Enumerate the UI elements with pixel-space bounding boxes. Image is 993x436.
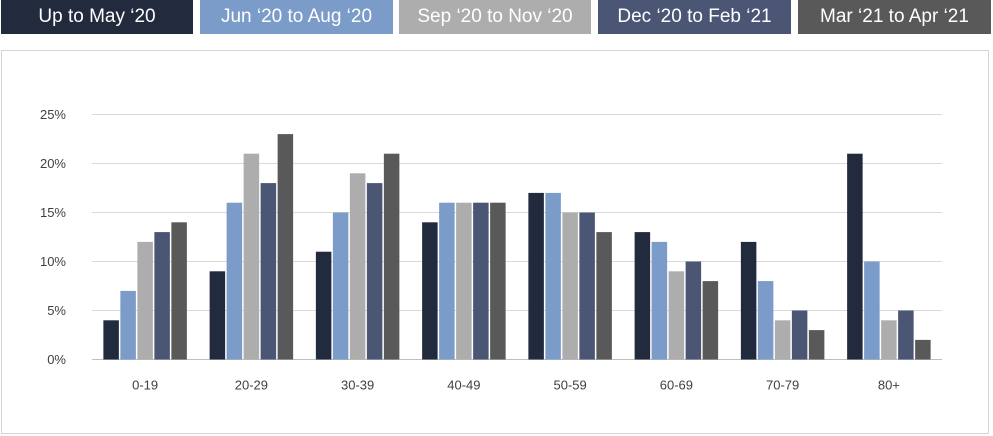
bar	[154, 232, 170, 360]
bar	[120, 290, 136, 360]
bar	[171, 222, 187, 360]
bar	[349, 173, 366, 360]
bar	[277, 134, 294, 360]
bar	[473, 202, 489, 360]
legend-item-dec-20-to-feb-21: Dec ‘20 to Feb ‘21	[598, 0, 791, 34]
y-tick-label: 0%	[47, 352, 66, 367]
bar	[562, 212, 578, 360]
bar	[545, 192, 561, 360]
bar	[808, 330, 825, 360]
x-tick-label: 80+	[878, 378, 900, 393]
x-tick-label: 70-79	[766, 378, 799, 393]
x-tick-label: 20-29	[235, 378, 268, 393]
y-tick-label: 10%	[40, 254, 66, 269]
bar	[456, 202, 472, 360]
bar	[243, 153, 260, 360]
bar	[757, 281, 774, 360]
bar	[634, 232, 651, 360]
bar	[685, 261, 702, 360]
bar	[226, 202, 243, 360]
legend-item-jun-20-to-aug-20: Jun ‘20 to Aug ‘20	[200, 0, 393, 34]
bar-chart: 0% 5% 10% 15% 20% 25% 0-19 20-29 30-39 40-49 50-59…	[40, 107, 942, 393]
x-tick-label: 60-69	[660, 378, 693, 393]
y-tick-label: 15%	[40, 205, 66, 220]
bar	[366, 183, 383, 360]
bar	[383, 153, 400, 360]
bar	[579, 212, 595, 360]
bar	[528, 192, 544, 360]
y-tick-label: 5%	[47, 303, 66, 318]
y-tick-label: 20%	[40, 156, 66, 171]
bar	[915, 339, 931, 360]
legend-item-up-to-may-20: Up to May ‘20	[1, 0, 193, 34]
bar	[137, 241, 153, 360]
x-tick-label: 30-39	[341, 378, 374, 393]
bar	[847, 153, 863, 360]
bar	[596, 232, 612, 360]
bar	[702, 281, 719, 360]
bar	[791, 310, 808, 360]
bar	[439, 202, 455, 360]
chart-legend: Up to May ‘20 Jun ‘20 to Aug ‘20 Sep ‘20…	[0, 0, 993, 34]
bar	[422, 222, 438, 360]
x-tick-label: 40-49	[447, 378, 480, 393]
legend-item-mar-21-to-apr-21: Mar ‘21 to Apr ‘21	[798, 0, 991, 34]
legend-item-sep-20-to-nov-20: Sep ‘20 to Nov ‘20	[399, 0, 591, 34]
bar	[881, 320, 897, 360]
bar	[315, 251, 332, 360]
y-tick-label: 25%	[40, 107, 66, 122]
bar	[774, 320, 791, 360]
bar	[864, 261, 880, 360]
x-tick-label: 50-59	[554, 378, 587, 393]
bar	[490, 202, 506, 360]
bar	[260, 183, 277, 360]
chart-area: 0% 5% 10% 15% 20% 25% 0-19 20-29 30-39 40-49 50-59…	[1, 50, 989, 434]
bar	[651, 241, 668, 360]
bar	[668, 271, 685, 360]
bar	[332, 212, 349, 360]
bar	[103, 320, 119, 360]
bar	[209, 271, 226, 360]
bar	[740, 241, 757, 360]
bar	[898, 310, 914, 360]
x-tick-label: 0-19	[132, 378, 158, 393]
